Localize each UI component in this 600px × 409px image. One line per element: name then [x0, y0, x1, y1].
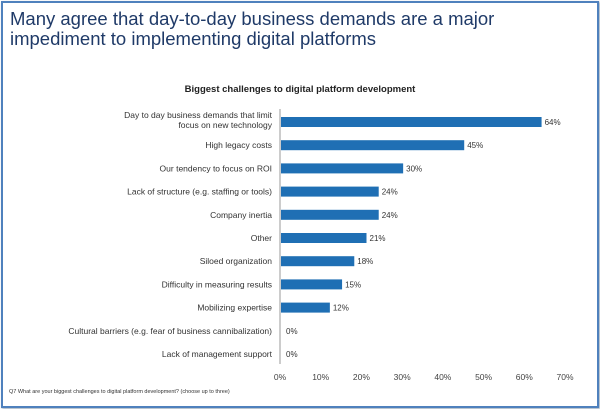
bar [281, 209, 379, 220]
category-label: focus on new technology [178, 120, 272, 130]
bar [281, 163, 404, 174]
data-label: 0% [286, 350, 298, 359]
data-label: 24% [382, 188, 398, 197]
slide-title: Many agree that day-to-day business dema… [10, 8, 495, 49]
category-label: Lack of management support [162, 349, 273, 359]
category-label: Cultural barriers (e.g. fear of business… [68, 326, 272, 336]
bar [281, 233, 367, 243]
bar [281, 279, 343, 290]
category-label: Siloed organization [200, 256, 273, 266]
x-tick-label: 60% [516, 372, 533, 382]
bar [281, 256, 355, 267]
category-label: Our tendency to focus on ROI [160, 163, 272, 173]
bar [281, 302, 330, 313]
bar [281, 117, 542, 127]
bar [281, 186, 379, 197]
category-label: Day to day business demands that limit [124, 110, 273, 120]
bar [281, 140, 465, 151]
data-label: 30% [406, 164, 422, 173]
category-label: Lack of structure (e.g. staffing or tool… [127, 187, 272, 197]
category-label: Difficulty in measuring results [162, 279, 272, 289]
x-tick-label: 0% [274, 372, 287, 382]
chart-title: Biggest challenges to digital platform d… [184, 84, 416, 95]
x-tick-label: 30% [394, 372, 411, 382]
category-label: Mobilizing expertise [197, 303, 272, 313]
footnote: Q7 What are your biggest challenges to d… [9, 389, 230, 395]
data-label: 45% [467, 141, 483, 150]
data-label: 18% [357, 257, 373, 266]
data-label: 15% [345, 280, 361, 289]
data-label: 0% [286, 327, 298, 336]
x-tick-label: 50% [475, 372, 492, 382]
x-tick-label: 70% [556, 372, 573, 382]
x-tick-label: 20% [353, 372, 370, 382]
data-label: 12% [333, 304, 349, 313]
data-label: 24% [382, 211, 398, 220]
x-tick-label: 10% [312, 372, 329, 382]
category-label: Company inertia [210, 210, 272, 220]
data-label: 64% [545, 118, 561, 127]
category-label: Other [251, 233, 272, 243]
x-tick-label: 40% [434, 372, 451, 382]
data-label: 21% [370, 234, 386, 243]
category-label: High legacy costs [205, 140, 272, 150]
